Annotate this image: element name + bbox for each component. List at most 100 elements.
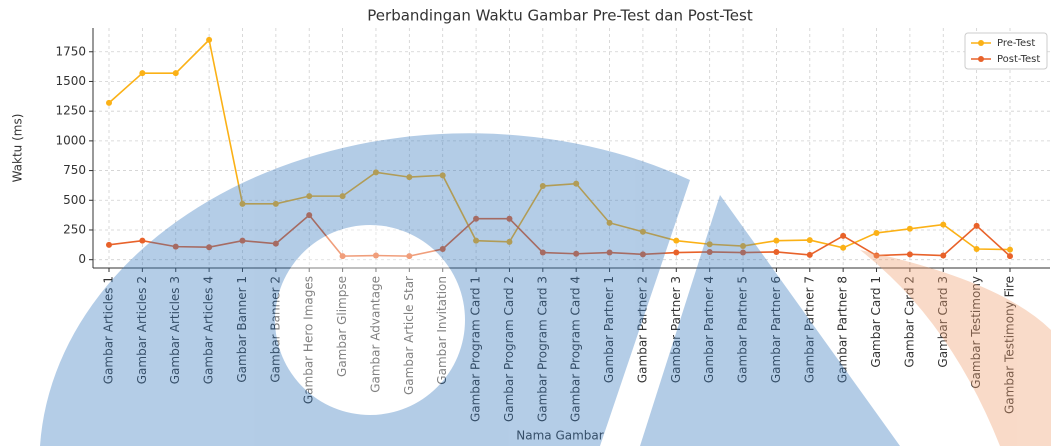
x-tick-label: Gambar Partner 6 (769, 276, 783, 383)
point (873, 252, 880, 259)
watermark-shape (40, 133, 690, 446)
x-tick-label: Gambar Glimpse (335, 276, 349, 377)
point (606, 249, 613, 256)
x-tick-label: Gambar Partner 2 (635, 276, 649, 383)
point (539, 183, 546, 190)
x-tick-label: Gambar Articles 1 (102, 276, 116, 384)
point (773, 248, 780, 255)
point (873, 229, 880, 236)
point (706, 248, 713, 255)
legend-label: Pre-Test (997, 38, 1035, 49)
y-tick-label: 500 (63, 193, 86, 207)
legend: Pre-Test Post-Test (964, 32, 1048, 70)
point (940, 221, 947, 228)
point (239, 237, 246, 244)
x-tick-label: Gambar Card 3 (936, 276, 950, 368)
series-line (108, 38, 1011, 251)
series-line (108, 213, 1011, 257)
y-tick-label: 250 (63, 222, 86, 236)
x-tick-label: Gambar Testimony Fire (1003, 276, 1017, 414)
x-tick-label: Gambar Partner 8 (836, 276, 850, 383)
point (973, 245, 980, 252)
point (673, 249, 680, 256)
point (306, 193, 313, 200)
point (339, 253, 346, 260)
x-axis-label: Nama Gambar (516, 429, 604, 443)
x-tick-label: Gambar Articles 2 (135, 276, 149, 384)
point (339, 193, 346, 200)
chart-title: Perbandingan Waktu Gambar Pre-Test dan P… (367, 7, 753, 25)
point (673, 237, 680, 244)
point (773, 237, 780, 244)
y-tick-label: 1500 (55, 74, 86, 88)
point (639, 228, 646, 235)
x-tick-label: Gambar Card 1 (869, 276, 883, 368)
x-tick-label: Gambar Articles 4 (202, 276, 216, 384)
point (473, 215, 480, 222)
x-tick-label: Gambar Partner 4 (702, 276, 716, 383)
point (973, 222, 980, 229)
point (506, 215, 513, 222)
point (639, 251, 646, 258)
point (272, 240, 279, 247)
point (406, 174, 413, 181)
x-tick-label: Gambar Invitation (435, 276, 449, 385)
legend-marker (978, 40, 984, 46)
point (172, 243, 179, 250)
x-tick-label: Gambar Testimony (969, 276, 983, 389)
x-tick-label: Gambar Program Card 1 (469, 276, 483, 422)
grid: 0 250 500 750 1000 1250 1500 1750 Gambar Article… (55, 28, 1050, 422)
x-tick-label: Gambar Article Star (402, 276, 416, 395)
y-tick-label: 0 (78, 252, 86, 266)
x-tick-label: Gambar Partner 3 (669, 276, 683, 383)
point (840, 244, 847, 251)
point (606, 219, 613, 226)
point (1007, 253, 1013, 260)
point (706, 241, 713, 248)
point (439, 172, 446, 179)
y-tick-label: 1250 (55, 104, 86, 118)
legend-box (964, 32, 1048, 70)
point (406, 253, 413, 260)
x-tick-label: Gambar Partner 7 (802, 276, 816, 383)
x-tick-label: Gambar Hero Images (302, 276, 316, 404)
legend-label: Post-Test (997, 54, 1040, 65)
x-tick-label: Gambar Program Card 4 (569, 276, 583, 422)
point (940, 252, 947, 259)
x-tick-label: Gambar Partner 1 (602, 276, 616, 383)
y-tick-label: 1000 (55, 133, 86, 147)
point (272, 200, 279, 207)
y-axis-label: Waktu (ms) (11, 114, 25, 183)
x-tick-label: Gambar Articles 3 (168, 276, 182, 384)
point (172, 70, 179, 77)
point (372, 169, 379, 176)
point (806, 251, 813, 258)
point (906, 251, 913, 258)
x-tick-label: Gambar Program Card 2 (502, 276, 516, 422)
point (206, 244, 213, 251)
x-tick-label: Gambar Banner 2 (268, 276, 282, 383)
watermark-hole (275, 225, 465, 415)
point (573, 180, 580, 187)
x-tick-label: Gambar Banner 1 (235, 276, 249, 383)
point (1007, 246, 1013, 253)
point (106, 99, 112, 106)
point (573, 250, 580, 257)
point (740, 249, 747, 256)
point (106, 241, 112, 248)
watermark-shape (860, 250, 1051, 446)
plot (106, 36, 1013, 260)
point (740, 243, 747, 250)
point (806, 237, 813, 244)
x-tick-label: Gambar Card 2 (902, 276, 916, 368)
x-tick-label: Gambar Program Card 3 (535, 276, 549, 422)
watermark (40, 133, 1051, 446)
y-tick-label: 1750 (55, 44, 86, 58)
point (473, 237, 480, 244)
watermark-shape (640, 195, 900, 446)
point (306, 212, 313, 219)
point (139, 70, 146, 77)
x-tick-label: Gambar Partner 5 (736, 276, 750, 383)
point (139, 237, 146, 244)
